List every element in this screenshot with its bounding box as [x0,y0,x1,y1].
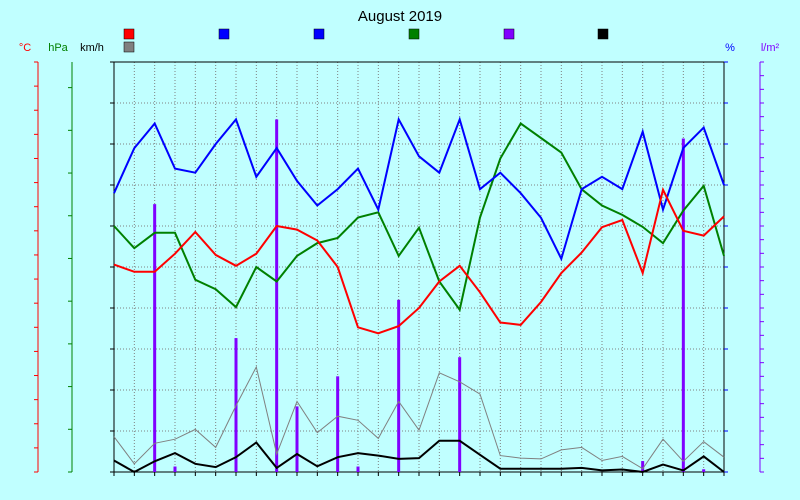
luftfeuchte-line [113,116,725,262]
temp-axis-unit: °C [19,42,31,54]
press-axis-unit: hPa [48,42,68,54]
rain-bar [356,466,360,472]
rain-bar [458,357,462,472]
legend-swatch [408,28,420,40]
hum-axis-unit: % [725,42,735,54]
rain-bar [295,406,299,472]
legend-swatch [597,28,609,40]
legend-swatch [218,28,230,40]
wind-line [113,439,725,474]
temperatur-line [113,186,725,335]
wind-axis-unit: km/h [80,42,104,54]
rain-bar [275,119,279,473]
legend-swatch [123,28,135,40]
rain-bar [397,299,401,472]
rain-bar [702,469,706,472]
legend-swatch [123,41,135,53]
rain-bar [681,138,685,473]
legend-swatch [313,28,325,40]
legend-swatch [503,28,515,40]
rain-bar [153,204,157,472]
rain-bar [641,461,645,472]
chart-legend [123,28,609,53]
rain-bar [173,466,177,472]
windben-line [113,365,725,470]
chart-title: August 2019 [358,8,442,25]
rain-bar [336,376,340,472]
luftdruck-line [113,122,725,313]
rain-axis-unit: l/m² [761,42,780,54]
